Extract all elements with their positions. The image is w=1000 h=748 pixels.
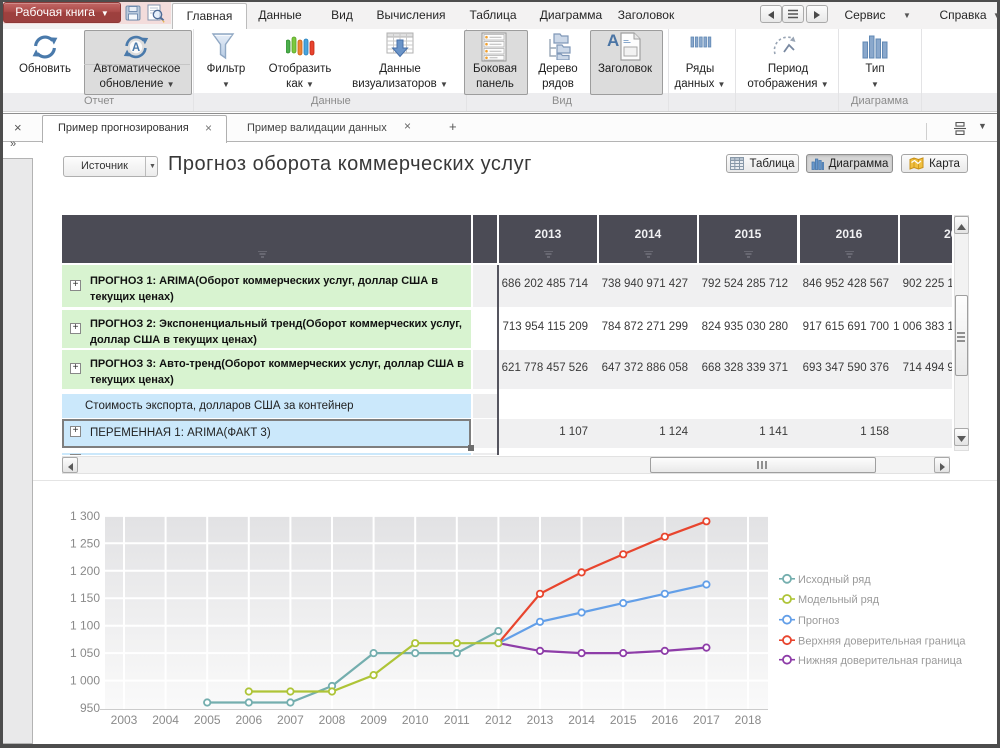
svg-text:2013: 2013 bbox=[527, 713, 554, 727]
svg-text:950: 950 bbox=[80, 701, 100, 715]
svg-text:Прогноз: Прогноз bbox=[798, 615, 839, 627]
svg-text:1 200: 1 200 bbox=[70, 564, 100, 578]
svg-text:2009: 2009 bbox=[360, 713, 387, 727]
svg-text:Модельный ряд: Модельный ряд bbox=[798, 594, 880, 606]
svg-text:1 000: 1 000 bbox=[70, 674, 100, 688]
svg-text:A: A bbox=[132, 42, 140, 54]
svg-text:2015: 2015 bbox=[610, 713, 637, 727]
svg-text:2014: 2014 bbox=[568, 713, 595, 727]
svg-text:2012: 2012 bbox=[485, 713, 512, 727]
svg-text:2006: 2006 bbox=[235, 713, 262, 727]
svg-text:1 300: 1 300 bbox=[70, 509, 100, 523]
svg-text:2004: 2004 bbox=[152, 713, 179, 727]
svg-text:Нижняя доверительная граница: Нижняя доверительная граница bbox=[798, 655, 963, 667]
svg-text:2003: 2003 bbox=[111, 713, 138, 727]
svg-text:2018: 2018 bbox=[735, 713, 762, 727]
svg-text:2007: 2007 bbox=[277, 713, 304, 727]
svg-text:Исходный ряд: Исходный ряд bbox=[798, 574, 871, 586]
svg-text:1 150: 1 150 bbox=[70, 591, 100, 605]
svg-text:2011: 2011 bbox=[444, 713, 470, 727]
svg-text:1 100: 1 100 bbox=[70, 619, 100, 633]
svg-text:2016: 2016 bbox=[651, 713, 678, 727]
svg-text:2010: 2010 bbox=[402, 713, 429, 727]
svg-text:1 250: 1 250 bbox=[70, 536, 100, 550]
svg-text:2005: 2005 bbox=[194, 713, 221, 727]
svg-text:2008: 2008 bbox=[319, 713, 346, 727]
svg-text:A: A bbox=[607, 31, 619, 50]
svg-text:1 050: 1 050 bbox=[70, 646, 100, 660]
svg-text:Верхняя доверительная граница: Верхняя доверительная граница bbox=[798, 635, 966, 647]
svg-text:2017: 2017 bbox=[693, 713, 720, 727]
